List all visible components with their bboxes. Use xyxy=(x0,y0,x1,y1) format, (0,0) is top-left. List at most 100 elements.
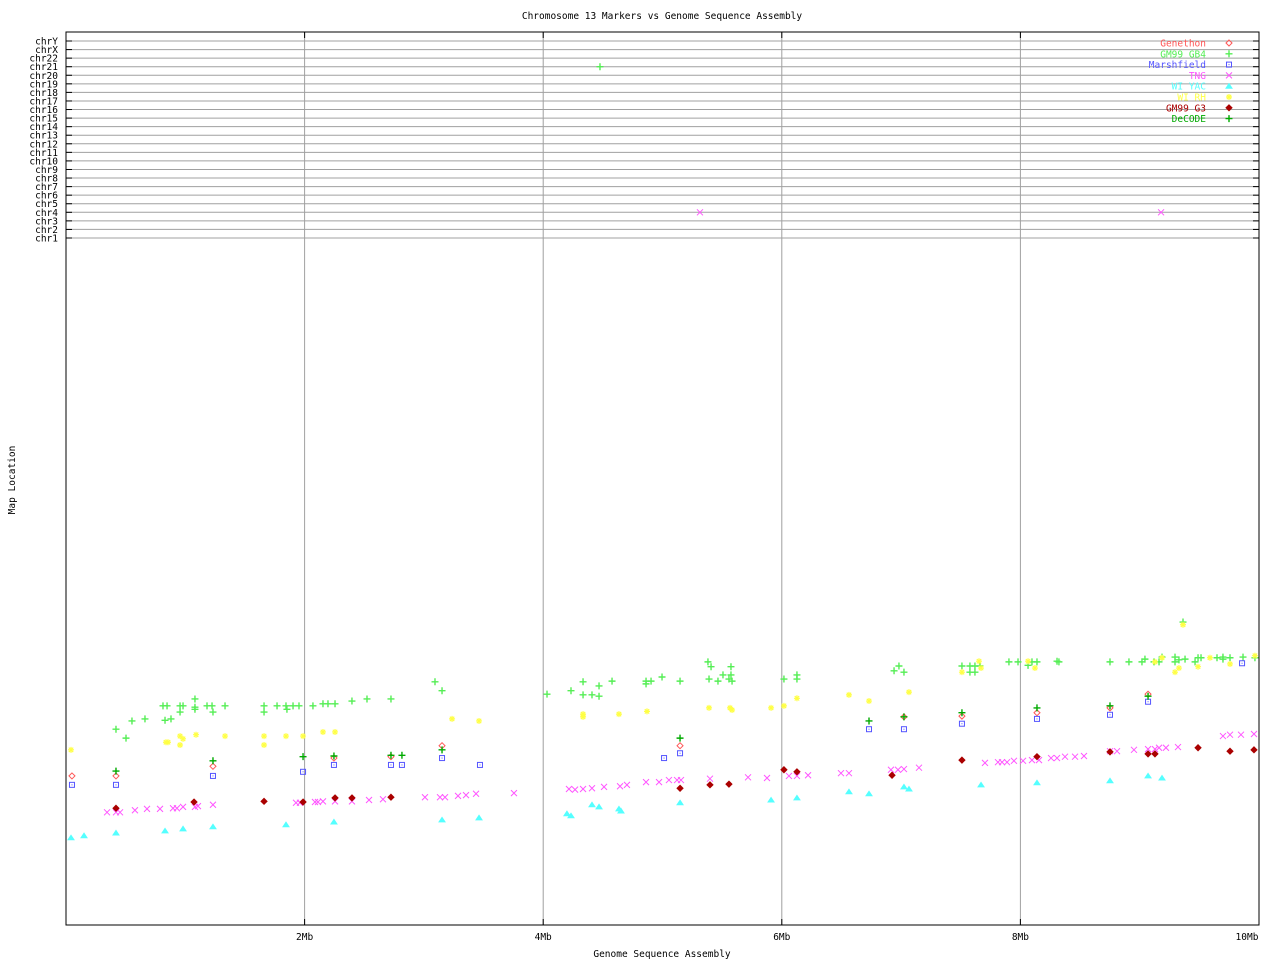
grid xyxy=(66,32,1259,925)
legend-marker-genethon xyxy=(1225,39,1233,47)
point-tng xyxy=(173,804,181,812)
point-wi-rh xyxy=(905,689,912,696)
point-wi-rh xyxy=(193,731,200,738)
legend-marker-wi-rh xyxy=(1226,94,1232,100)
point-gm99-gb4 xyxy=(707,663,715,671)
point-gm99-gb4 xyxy=(209,708,217,716)
point-gm99-gb4 xyxy=(543,690,551,698)
point-tng xyxy=(677,776,685,784)
x-tick-label: 6Mb xyxy=(773,932,790,943)
point-marshfield xyxy=(1239,660,1246,667)
point-gm99-gb4 xyxy=(289,702,297,710)
point-wi-rh xyxy=(165,739,172,746)
point-tng xyxy=(887,766,895,774)
point-gm99-gb4 xyxy=(1106,658,1114,666)
x-tick-label: 4Mb xyxy=(535,932,552,943)
point-gm99-gb4 xyxy=(309,702,317,710)
point-tng xyxy=(131,806,139,814)
y-tick-label: chr17 xyxy=(29,96,58,107)
point-tng xyxy=(894,766,902,774)
point-wi-yac xyxy=(977,781,985,788)
point-wi-rh xyxy=(845,691,852,698)
point-gm99-gb4 xyxy=(273,702,281,710)
plot-frame xyxy=(65,31,1260,926)
point-decode xyxy=(299,753,307,761)
point-gm99-gb4 xyxy=(780,675,788,683)
point-tng xyxy=(1155,744,1163,752)
point-wi-rh xyxy=(729,706,736,713)
point-gm99-gb4 xyxy=(1213,654,1221,662)
point-gm99-g3 xyxy=(331,794,339,802)
point-decode xyxy=(1144,692,1152,700)
y-tick-label: chr13 xyxy=(29,131,58,142)
point-gm99-gb4 xyxy=(890,667,898,675)
point-gm99-gb4 xyxy=(1141,655,1149,663)
point-genethon xyxy=(1033,709,1041,717)
point-gm99-g3 xyxy=(190,798,198,806)
point-wi-yac xyxy=(1033,779,1041,786)
point-tng xyxy=(1250,730,1258,738)
point-gm99-gb4 xyxy=(647,677,655,685)
point-gm99-gb4 xyxy=(141,715,149,723)
point-gm99-gb4 xyxy=(1219,655,1227,663)
legend-label-tng: TNG xyxy=(1189,71,1206,82)
point-gm99-gb4 xyxy=(324,700,332,708)
point-wi-rh xyxy=(177,733,184,740)
point-marshfield xyxy=(1033,715,1040,722)
y-tick-label: chrX xyxy=(35,45,58,56)
point-marshfield xyxy=(330,761,337,768)
point-gm99-g3 xyxy=(888,771,896,779)
point-tng xyxy=(421,793,429,801)
point-gm99-gb4 xyxy=(727,663,735,671)
point-wi-yac xyxy=(865,790,873,797)
point-tng xyxy=(1151,745,1159,753)
point-tng xyxy=(1226,731,1234,739)
point-decode xyxy=(330,752,338,760)
point-wi-rh xyxy=(449,715,456,722)
point-tng xyxy=(565,785,573,793)
point-tng xyxy=(1144,745,1152,753)
legend-marker-decode xyxy=(1225,115,1233,123)
point-wi-rh xyxy=(1206,654,1213,661)
point-tng xyxy=(1061,753,1069,761)
point-genethon xyxy=(958,712,966,720)
point-wi-rh xyxy=(332,728,339,735)
point-tng xyxy=(1019,757,1027,765)
point-wi-rh xyxy=(180,735,187,742)
point-tng xyxy=(1053,754,1061,762)
point-tng xyxy=(156,805,164,813)
point-gm99-g3 xyxy=(1033,752,1041,761)
point-tng xyxy=(103,808,111,816)
point-tng xyxy=(319,797,327,805)
point-gm99-gb4 xyxy=(608,677,616,685)
point-wi-rh xyxy=(1151,658,1158,665)
point-wi-yac xyxy=(1106,777,1114,784)
y-tick-label: chr2 xyxy=(35,225,58,236)
point-gm99-gb4 xyxy=(579,678,587,686)
point-gm99-gb4 xyxy=(112,725,120,733)
point-gm99-gb4 xyxy=(1033,658,1041,666)
legend-label-gm99-gb4: GM99 GB4 xyxy=(1160,49,1206,60)
point-gm99-gb4 xyxy=(705,675,713,683)
point-tng xyxy=(441,793,449,801)
point-marshfield xyxy=(677,750,684,757)
point-marshfield xyxy=(958,720,965,727)
point-tng xyxy=(454,792,462,800)
point-gm99-gb4 xyxy=(1226,654,1234,662)
point-wi-yac xyxy=(845,788,853,795)
point-gm99-gb4 xyxy=(658,673,666,681)
point-decode xyxy=(112,767,120,775)
point-wi-rh xyxy=(580,713,587,720)
y-tick-label: chr11 xyxy=(29,148,58,159)
point-gm99-g3 xyxy=(112,804,120,812)
legend-label-decode: DeCODE xyxy=(1172,114,1207,125)
point-gm99-g3 xyxy=(780,766,788,774)
point-tng xyxy=(143,805,151,813)
y-tick-label: chr18 xyxy=(29,88,58,99)
point-tng xyxy=(571,786,579,794)
point-wi-yac xyxy=(475,814,483,821)
point-gm99-gb4 xyxy=(283,705,291,713)
point-gm99-gb4 xyxy=(1055,658,1063,666)
